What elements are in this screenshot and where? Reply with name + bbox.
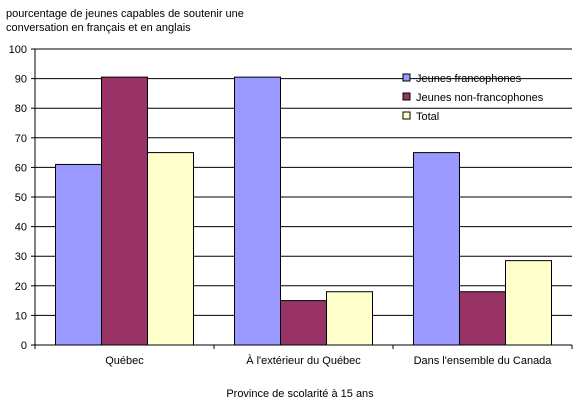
- legend-swatch: [402, 92, 411, 101]
- bars: [55, 76, 552, 346]
- y-axis-label-line-1: pourcentage de jeunes capables de souten…: [6, 8, 244, 20]
- legend-label: Total: [416, 111, 439, 123]
- y-tick-label: 0: [21, 340, 27, 352]
- legend-swatch: [402, 73, 411, 82]
- y-tick-label: 80: [15, 103, 27, 115]
- y-axis-label-line-2: conversation en français et en anglais: [6, 22, 191, 34]
- y-tick-label: 40: [15, 222, 27, 234]
- y-tick-label: 50: [15, 192, 27, 204]
- y-tick-label: 70: [15, 133, 27, 145]
- legend-swatch: [402, 111, 411, 120]
- bar: [280, 300, 327, 346]
- y-tick-label: 90: [15, 74, 27, 86]
- x-axis-label: Province de scolarité à 15 ans: [226, 388, 374, 400]
- bar: [505, 260, 552, 346]
- legend-label: Jeunes non-francophones: [416, 92, 544, 104]
- y-tick-label: 100: [9, 44, 27, 56]
- bar: [55, 163, 102, 346]
- y-tick-label: 20: [15, 281, 27, 293]
- bar: [326, 291, 373, 346]
- legend: Jeunes francophones Jeunes non-francophon…: [402, 73, 544, 123]
- bar: [234, 76, 281, 346]
- bar: [413, 152, 460, 346]
- legend-label: Jeunes francophones: [416, 73, 522, 85]
- bar: [101, 76, 148, 346]
- y-tick-label: 60: [15, 162, 27, 174]
- category-label: Québec: [105, 355, 144, 367]
- bar: [459, 291, 506, 346]
- bar: [147, 152, 194, 346]
- y-tick-label: 10: [15, 310, 27, 322]
- category-label: À l'extérieur du Québec: [246, 354, 361, 367]
- y-tick-label: 30: [15, 251, 27, 263]
- category-labels: Québec À l'extérieur du Québec Dans l'ense…: [105, 354, 552, 367]
- y-axis-ticks: 0 10 20 30 40 50 60 70 80 90 100: [9, 44, 35, 352]
- axes: [34, 49, 573, 349]
- category-label: Dans l'ensemble du Canada: [414, 355, 553, 367]
